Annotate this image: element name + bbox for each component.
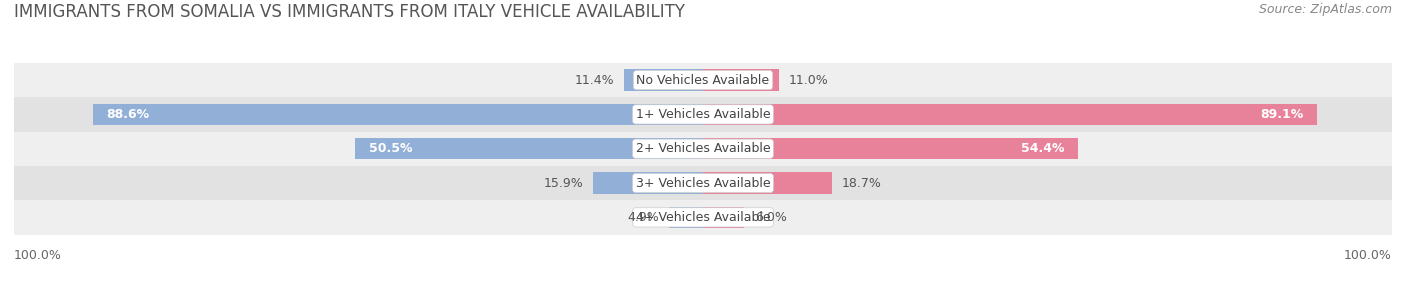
Text: 100.0%: 100.0% (1344, 249, 1392, 262)
Text: 2+ Vehicles Available: 2+ Vehicles Available (636, 142, 770, 155)
Bar (14, 97, 1392, 132)
Bar (593, 172, 703, 194)
Bar (624, 69, 703, 91)
Text: 100.0%: 100.0% (14, 249, 62, 262)
Text: IMMIGRANTS FROM SOMALIA VS IMMIGRANTS FROM ITALY VEHICLE AVAILABILITY: IMMIGRANTS FROM SOMALIA VS IMMIGRANTS FR… (14, 3, 685, 21)
Text: Source: ZipAtlas.com: Source: ZipAtlas.com (1258, 3, 1392, 16)
Bar (703, 138, 1078, 159)
Text: 6.0%: 6.0% (755, 211, 786, 224)
Bar (14, 63, 1392, 97)
Text: 4+ Vehicles Available: 4+ Vehicles Available (636, 211, 770, 224)
Bar (703, 207, 744, 228)
Text: 50.5%: 50.5% (368, 142, 412, 155)
Bar (703, 69, 779, 91)
Bar (703, 172, 832, 194)
Bar (703, 104, 1317, 125)
Text: 4.9%: 4.9% (627, 211, 659, 224)
Text: No Vehicles Available: No Vehicles Available (637, 74, 769, 87)
Text: 88.6%: 88.6% (107, 108, 149, 121)
Bar (669, 207, 703, 228)
Text: 18.7%: 18.7% (842, 176, 882, 190)
Text: 1+ Vehicles Available: 1+ Vehicles Available (636, 108, 770, 121)
Bar (356, 138, 703, 159)
Bar (14, 200, 1392, 235)
Bar (14, 132, 1392, 166)
Text: 11.4%: 11.4% (575, 74, 614, 87)
Text: 3+ Vehicles Available: 3+ Vehicles Available (636, 176, 770, 190)
Bar (14, 166, 1392, 200)
Text: 11.0%: 11.0% (789, 74, 830, 87)
Text: 89.1%: 89.1% (1260, 108, 1303, 121)
Text: 15.9%: 15.9% (543, 176, 583, 190)
Text: 54.4%: 54.4% (1021, 142, 1064, 155)
Bar (93, 104, 703, 125)
